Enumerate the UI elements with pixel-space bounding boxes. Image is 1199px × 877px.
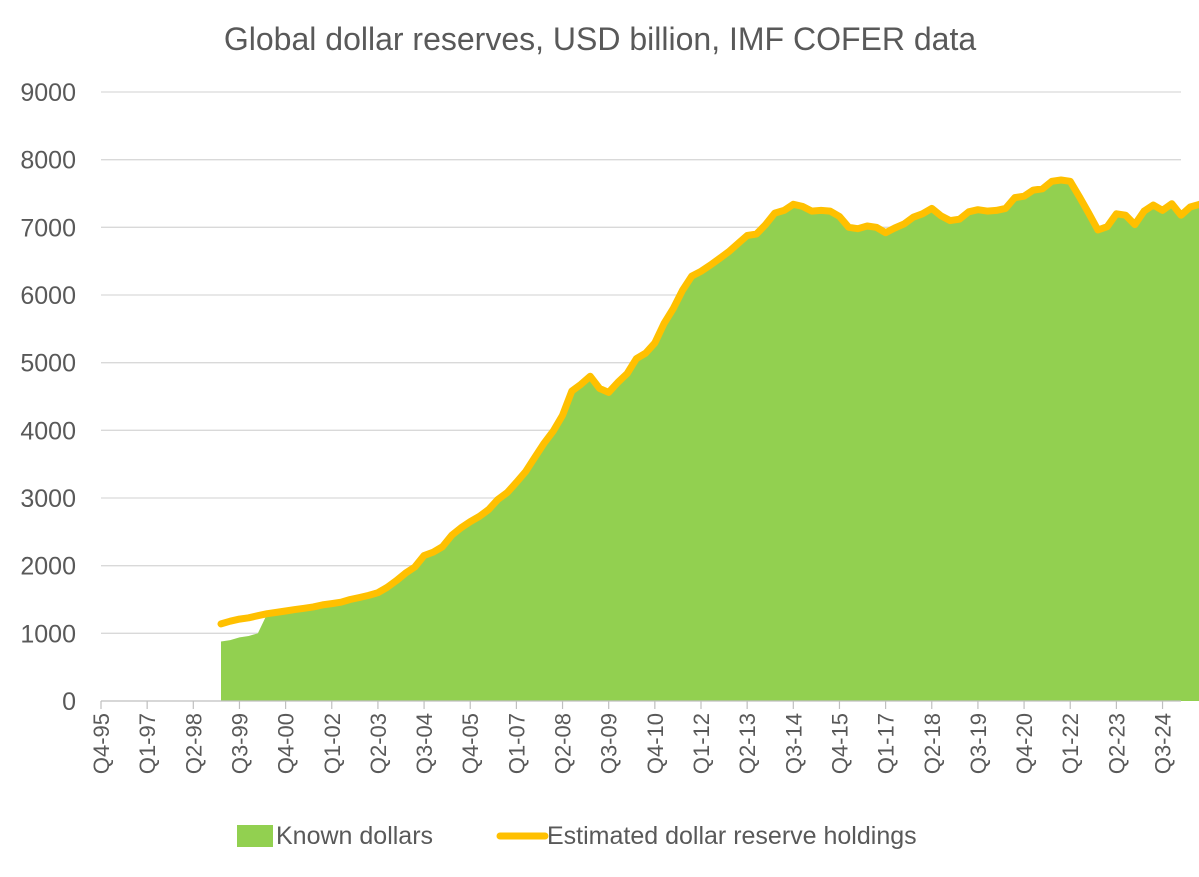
y-tick-label: 3000 xyxy=(20,485,76,513)
x-tick-label: Q4-15 xyxy=(827,713,852,774)
y-tick-label: 4000 xyxy=(20,417,76,445)
x-tick-label: Q4-05 xyxy=(458,713,483,774)
known-dollars-area-layer xyxy=(221,180,1199,701)
y-tick-label: 2000 xyxy=(20,553,76,581)
x-tick-label: Q4-95 xyxy=(89,713,114,774)
y-tick-label: 5000 xyxy=(20,350,76,378)
x-tick-label: Q1-17 xyxy=(874,713,899,774)
y-tick-label: 7000 xyxy=(20,214,76,242)
x-tick-label: Q2-18 xyxy=(920,713,945,774)
x-tick-label: Q1-97 xyxy=(135,713,160,774)
x-tick-label: Q2-13 xyxy=(735,713,760,774)
y-tick-label: 6000 xyxy=(20,282,76,310)
y-tick-label: 1000 xyxy=(20,620,76,648)
x-tick-label: Q4-20 xyxy=(1012,713,1037,774)
known-dollars-area xyxy=(221,180,1199,701)
legend-label-known-dollars: Known dollars xyxy=(276,822,433,850)
x-axis xyxy=(100,700,1181,709)
x-tick-label: Q3-09 xyxy=(597,713,622,774)
x-tick-label: Q3-24 xyxy=(1151,713,1176,774)
x-tick-label: Q1-22 xyxy=(1058,713,1083,774)
x-tick-label: Q3-04 xyxy=(412,713,437,774)
x-axis-ticks: Q4-95 Q1-97 Q2-98 Q3-99 Q4-00 Q1-02 Q2-03 Q3-04… xyxy=(89,713,1176,774)
y-tick-label: 8000 xyxy=(20,147,76,175)
y-axis-ticks: 0 1000 2000 3000 4000 5000 6000 7000 8000 9000 xyxy=(20,79,76,716)
x-tick-label: Q3-19 xyxy=(966,713,991,774)
x-tick-label: Q2-23 xyxy=(1104,713,1129,774)
x-tick-label: Q4-10 xyxy=(643,713,668,774)
estimated-holdings-line xyxy=(217,176,1199,628)
legend-label-estimated-holdings: Estimated dollar reserve holdings xyxy=(547,822,917,850)
chart-title: Global dollar reserves, USD billion, IMF… xyxy=(224,21,976,57)
legend: Known dollars Estimated dollar reserve h… xyxy=(237,822,917,850)
x-tick-label: Q4-00 xyxy=(274,713,299,774)
x-tick-label: Q1-07 xyxy=(504,713,529,774)
legend-swatch-known-dollars xyxy=(237,825,273,847)
x-tick-label: Q2-98 xyxy=(181,713,206,774)
x-tick-label: Q3-14 xyxy=(781,713,806,774)
x-tick-label: Q2-03 xyxy=(366,713,391,774)
x-tick-label: Q1-12 xyxy=(689,713,714,774)
y-tick-label: 9000 xyxy=(20,79,76,107)
x-tick-label: Q3-99 xyxy=(227,713,252,774)
y-tick-label: 0 xyxy=(62,688,76,716)
x-tick-label: Q2-08 xyxy=(551,713,576,774)
x-tick-label: Q1-02 xyxy=(320,713,345,774)
estimated-holdings-line-layer xyxy=(217,176,1199,628)
